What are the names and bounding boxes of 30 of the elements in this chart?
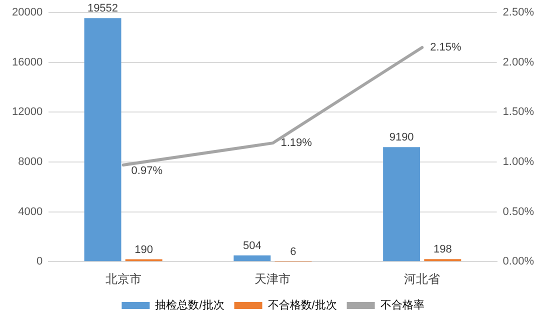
legend-label: 不合格数/批次 xyxy=(268,298,337,312)
legend-label: 抽检总数/批次 xyxy=(155,298,224,312)
data-label: 198 xyxy=(433,244,452,256)
legend-label: 不合格率 xyxy=(380,298,424,312)
x-tick-label: 天津市 xyxy=(254,272,291,286)
data-label: 19552 xyxy=(87,2,118,15)
x-tick-label: 北京市 xyxy=(105,272,142,286)
y-tick-label: 0 xyxy=(36,256,43,268)
y-tick-label: 20000 xyxy=(12,6,43,19)
y-tick-label: 8000 xyxy=(18,156,43,168)
data-label: 0.97% xyxy=(131,165,163,178)
y2-tick-label: 1.50% xyxy=(502,106,534,118)
y2-tick-label: 2.50% xyxy=(502,6,534,19)
y-tick-label: 4000 xyxy=(18,206,43,218)
bar xyxy=(84,18,122,262)
y2-tick-label: 0.50% xyxy=(502,206,534,218)
data-label: 1.19% xyxy=(280,137,312,150)
data-label: 9190 xyxy=(389,132,414,144)
y-tick-label: 16000 xyxy=(12,56,43,68)
y2-tick-label: 0.00% xyxy=(502,256,534,268)
data-label: 2.15% xyxy=(430,41,462,54)
data-label: 190 xyxy=(134,244,154,256)
y2-tick-label: 1.00% xyxy=(502,156,534,168)
y-tick-label: 12000 xyxy=(12,106,43,118)
bar xyxy=(383,147,420,262)
y2-tick-label: 2.00% xyxy=(502,56,534,68)
x-tick-label: 河北省 xyxy=(404,272,440,286)
data-label: 504 xyxy=(242,240,262,252)
data-label: 6 xyxy=(290,246,296,258)
bar xyxy=(234,255,271,262)
